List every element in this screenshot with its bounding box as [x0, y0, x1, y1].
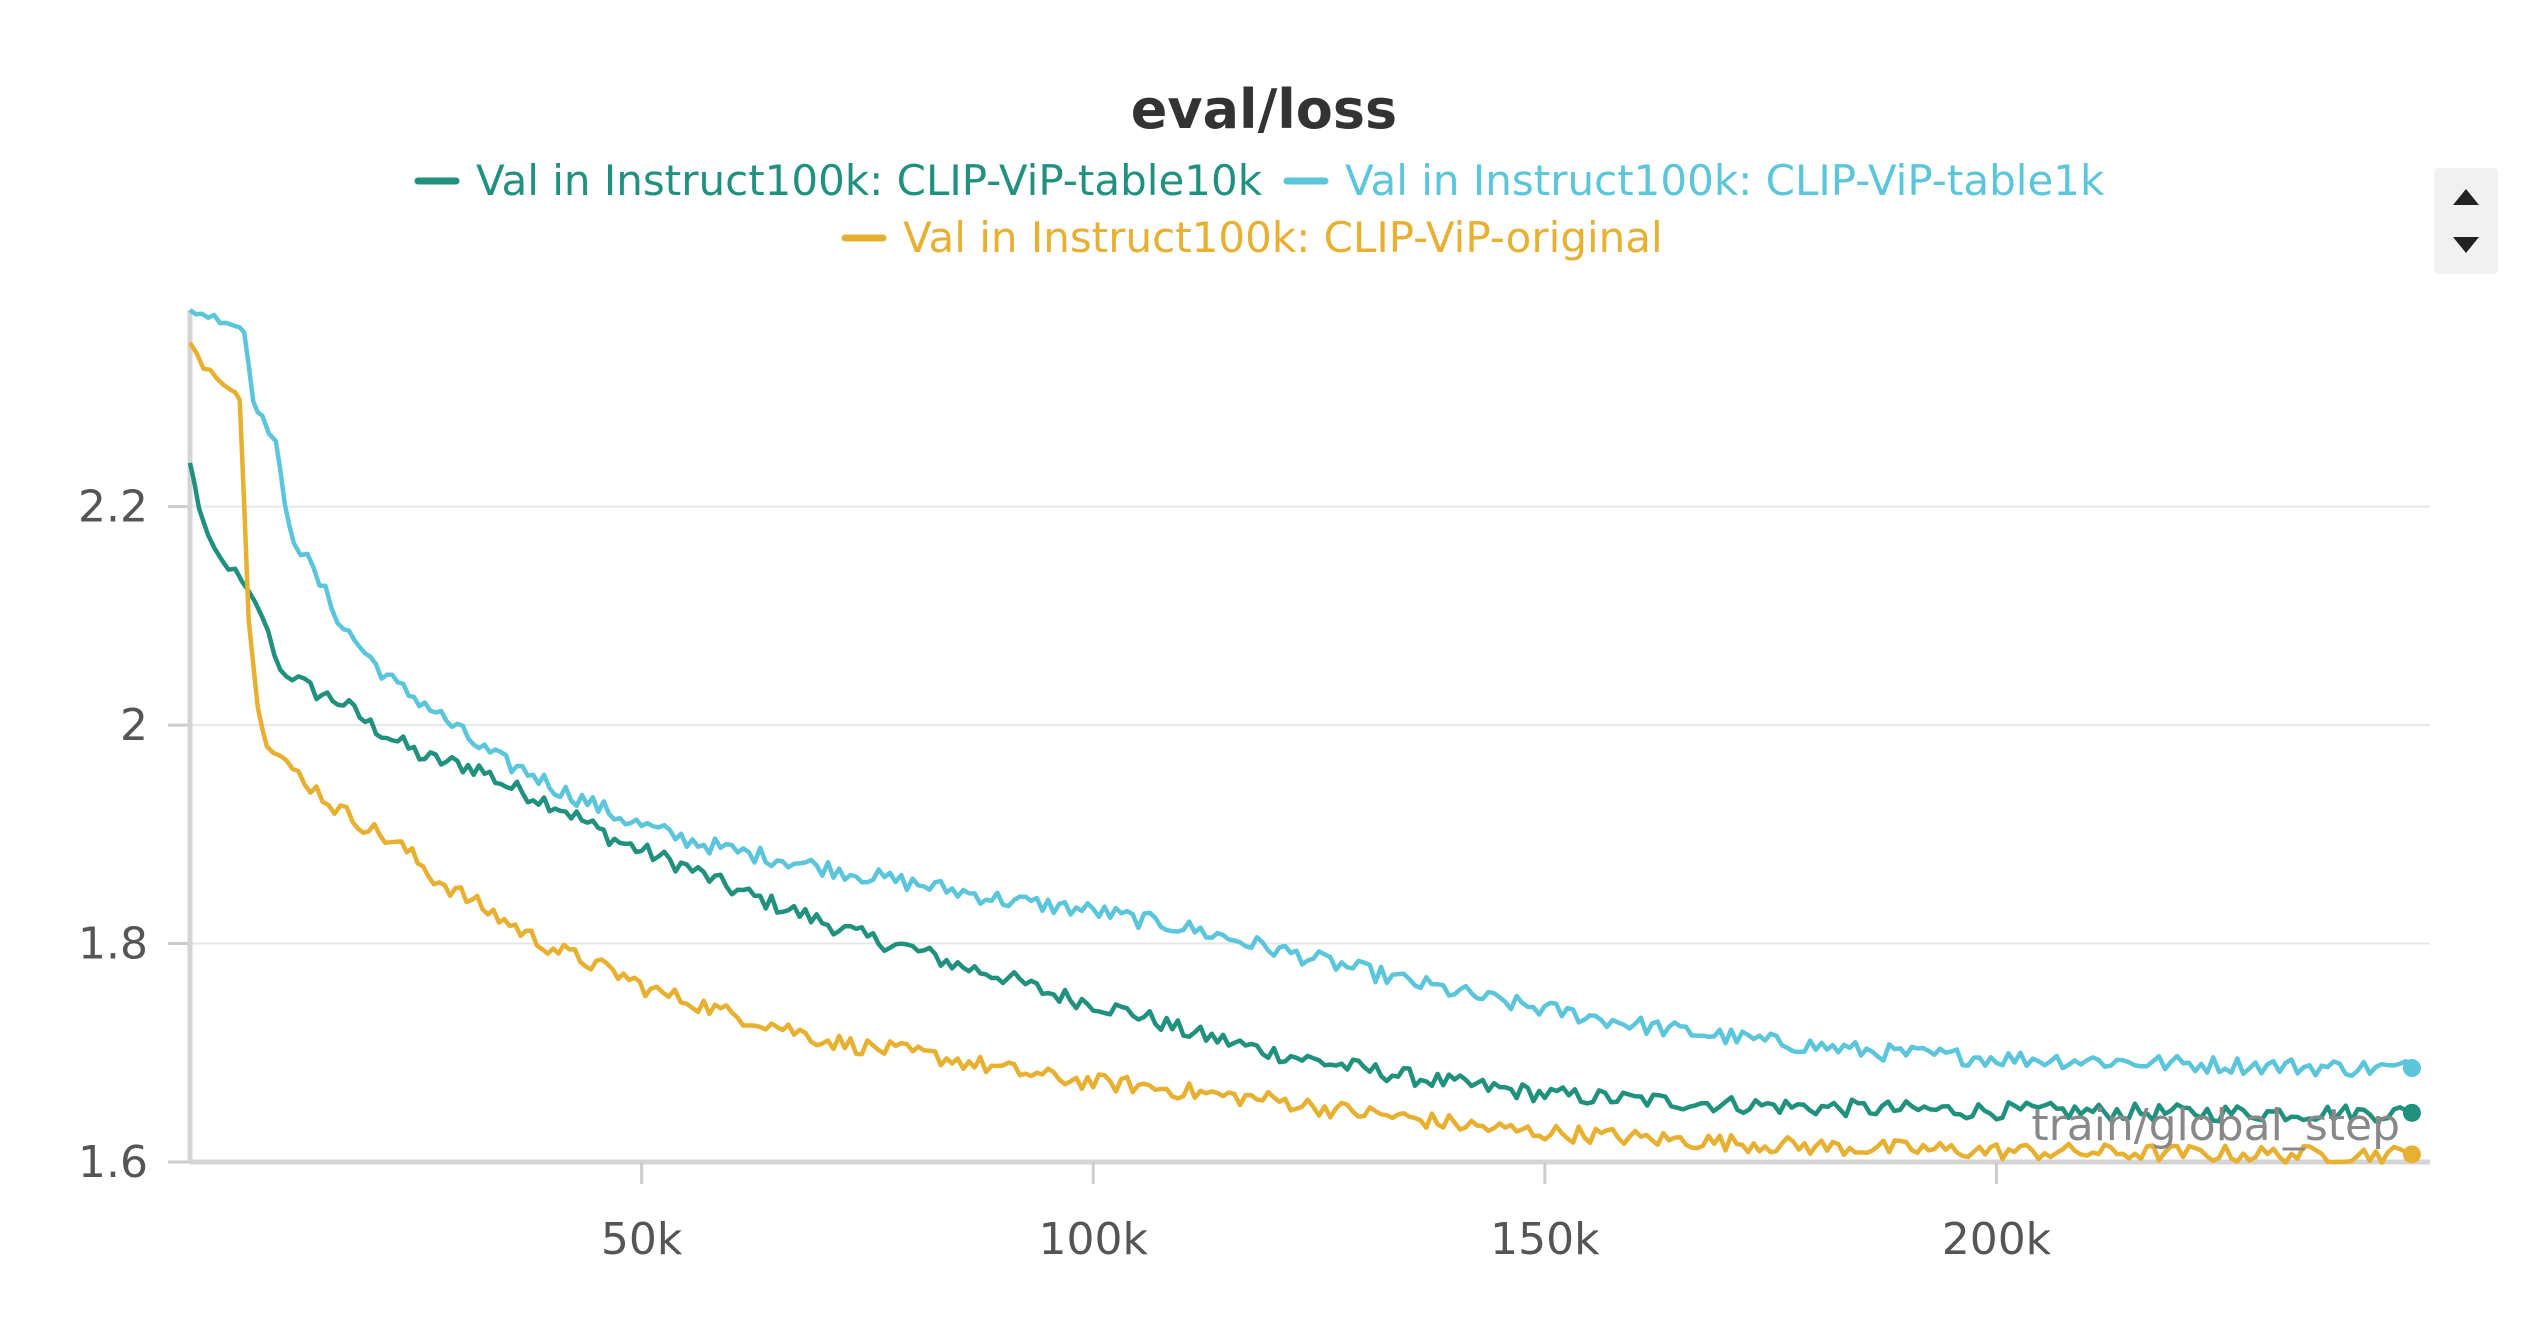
- series-lines: [187, 308, 2421, 1165]
- y-tick-labels: 1.6 1.8 2 2.2: [78, 482, 148, 1188]
- legend-label: Val in Instruct100k: CLIP-ViP-original: [903, 213, 1663, 262]
- triangle-up-icon: [2453, 189, 2479, 205]
- x-tick-label: 100k: [1038, 1214, 1148, 1265]
- y-tick-label: 1.8: [78, 919, 148, 970]
- legend: Val in Instruct100k: CLIP-ViP-table10k Va…: [414, 156, 2105, 262]
- y-tick-label: 1.6: [78, 1137, 148, 1188]
- x-tick-labels: 50k 100k 150k 200k: [601, 1214, 2052, 1265]
- triangle-down-icon: [2453, 237, 2479, 253]
- legend-scroll-controls: [2434, 168, 2498, 274]
- series-line-1: [187, 462, 2413, 1124]
- series-line-2: [188, 308, 2414, 1079]
- legend-label: Val in Instruct100k: CLIP-ViP-table1k: [1345, 156, 2105, 205]
- y-tick-label: 2.2: [78, 482, 148, 533]
- chart-title: eval/loss: [1131, 78, 1397, 141]
- series-end-marker-2: [2402, 1059, 2421, 1078]
- x-tick-label: 150k: [1490, 1214, 1600, 1265]
- axes: [187, 310, 2430, 1184]
- series-end-marker-3: [2402, 1145, 2421, 1164]
- x-axis-title: train/global_step: [2031, 1100, 2400, 1151]
- y-tick-label: 2: [120, 700, 148, 751]
- legend-label: Val in Instruct100k: CLIP-ViP-table10k: [476, 156, 1263, 205]
- legend-scroll-up-button[interactable]: [2434, 172, 2498, 222]
- series-line-3: [188, 341, 2413, 1165]
- legend-scroll-down-button[interactable]: [2434, 220, 2498, 270]
- series-end-marker-1: [2402, 1103, 2421, 1122]
- grid-lines: [168, 505, 2430, 1164]
- x-tick-label: 50k: [601, 1214, 683, 1265]
- x-tick-label: 200k: [1942, 1214, 2052, 1265]
